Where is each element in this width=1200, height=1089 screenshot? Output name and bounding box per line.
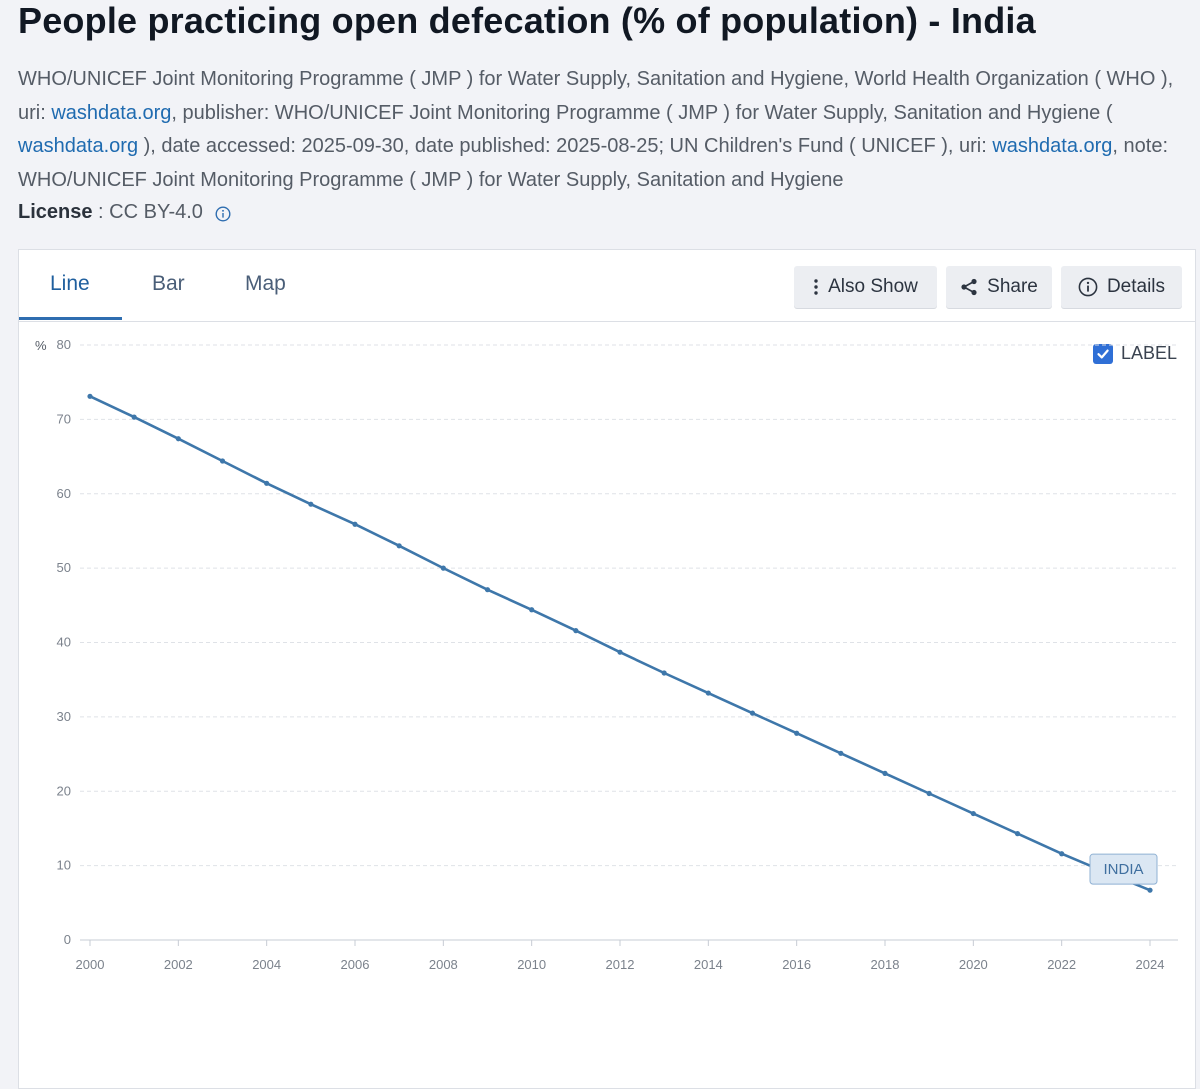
x-tick-label: 2018 <box>871 957 900 972</box>
license-separator: : <box>92 201 110 223</box>
data-point <box>661 670 667 676</box>
details-label: Details <box>1106 276 1166 297</box>
x-tick-label: 2010 <box>517 957 546 972</box>
series-end-label: INDIA <box>1089 853 1158 885</box>
data-point <box>529 607 535 613</box>
details-button[interactable]: Details <box>1061 266 1182 308</box>
x-axis-ticks: 2000 2002 2004 2006 2008 2010 2012 2014 2016 2018… <box>76 940 1165 972</box>
tab-bar[interactable]: Bar <box>152 272 185 295</box>
washdata-link[interactable]: washdata.org <box>992 135 1113 158</box>
series-label-box <box>1089 853 1158 885</box>
data-point <box>926 790 932 797</box>
label-toggle[interactable]: LABEL <box>1093 343 1177 364</box>
x-tick-label: 2016 <box>782 957 811 972</box>
data-point <box>1147 887 1153 893</box>
x-tick-label: 2008 <box>429 957 458 972</box>
vertical-dots-icon <box>814 279 818 295</box>
data-point <box>882 770 888 776</box>
label-checkbox-text: LABEL <box>1121 343 1178 363</box>
source-text: WHO/UNICEF Joint Monitoring Programme ( … <box>18 68 1174 124</box>
line-chart: % 0 10 20 30 40 50 60 70 80 2000 2002 2004 2006 2008… <box>35 337 1178 972</box>
x-tick-label: 2022 <box>1047 957 1076 972</box>
also-show-label: Also Show <box>828 276 918 297</box>
chart-panel: Line Bar Map Also Show Share <box>18 249 1196 1089</box>
x-tick-label: 2024 <box>1136 957 1165 972</box>
y-tick-label: 40 <box>57 635 71 650</box>
x-tick-label: 2014 <box>694 957 723 972</box>
data-point <box>794 730 800 736</box>
data-point <box>440 565 446 571</box>
source-text: , note: WHO/UNICEF Joint Monitoring Prog… <box>18 135 1169 192</box>
grid-lines <box>80 344 1178 941</box>
license-label: License <box>18 201 93 223</box>
x-tick-label: 2000 <box>76 957 105 972</box>
y-tick-label: 50 <box>57 560 71 575</box>
data-point <box>573 628 579 634</box>
data-point <box>749 710 756 716</box>
y-tick-label: 20 <box>57 783 71 798</box>
also-show-button[interactable]: Also Show <box>794 266 937 308</box>
info-circle-icon[interactable] <box>215 205 231 222</box>
data-point <box>264 480 270 486</box>
data-point <box>352 521 358 527</box>
source-text: , publisher: WHO/UNICEF Joint Monitoring… <box>171 101 1113 124</box>
x-tick-label: 2020 <box>959 957 988 972</box>
y-tick-label: 70 <box>57 411 71 426</box>
share-label: Share <box>987 276 1038 297</box>
chart-tabs: Line Bar Map Also Show Share <box>19 250 1195 322</box>
y-tick-label: 80 <box>57 337 71 352</box>
tab-line[interactable]: Line <box>50 272 90 295</box>
data-point <box>1059 851 1065 857</box>
y-tick-label: 60 <box>57 486 71 501</box>
license-value: CC BY-4.0 <box>109 201 203 223</box>
data-point <box>1014 831 1021 837</box>
data-point <box>396 543 402 549</box>
data-point <box>131 414 137 420</box>
series-label-text: INDIA <box>1103 861 1143 878</box>
x-tick-label: 2006 <box>341 957 370 972</box>
y-axis-ticks: 0 10 20 30 40 50 60 70 80 <box>57 337 71 947</box>
data-point <box>838 750 844 756</box>
washdata-link[interactable]: washdata.org <box>18 135 139 158</box>
washdata-link[interactable]: washdata.org <box>51 101 172 124</box>
share-button[interactable]: Share <box>946 266 1052 308</box>
data-point <box>484 587 491 593</box>
data-point <box>308 501 314 507</box>
label-checkbox[interactable] <box>1093 343 1113 364</box>
series-india <box>87 393 1153 893</box>
data-point <box>970 810 976 817</box>
tab-map[interactable]: Map <box>245 272 286 295</box>
y-tick-label: 30 <box>57 709 71 724</box>
share-icon <box>961 278 977 296</box>
checkmark-icon <box>1097 348 1109 358</box>
license-row: License : CC BY-4.0 <box>18 201 231 224</box>
source-citation: WHO/UNICEF Joint Monitoring Programme ( … <box>18 63 1178 198</box>
data-point <box>617 649 623 655</box>
x-tick-label: 2004 <box>252 957 281 972</box>
data-point <box>87 393 93 399</box>
y-tick-label: 10 <box>57 858 71 873</box>
info-circle-icon <box>1078 277 1098 297</box>
x-tick-label: 2012 <box>606 957 635 972</box>
data-point <box>705 690 711 696</box>
y-axis-unit: % <box>35 338 47 353</box>
source-text: ), date accessed: 2025-09-30, date publi… <box>138 135 993 158</box>
series-line <box>89 395 1151 892</box>
y-tick-label: 0 <box>64 932 71 947</box>
data-point <box>175 436 181 442</box>
active-tab-indicator <box>19 317 122 320</box>
x-tick-label: 2002 <box>164 957 193 972</box>
page-title: People practicing open defecation (% of … <box>18 0 1036 41</box>
data-point <box>219 458 226 464</box>
